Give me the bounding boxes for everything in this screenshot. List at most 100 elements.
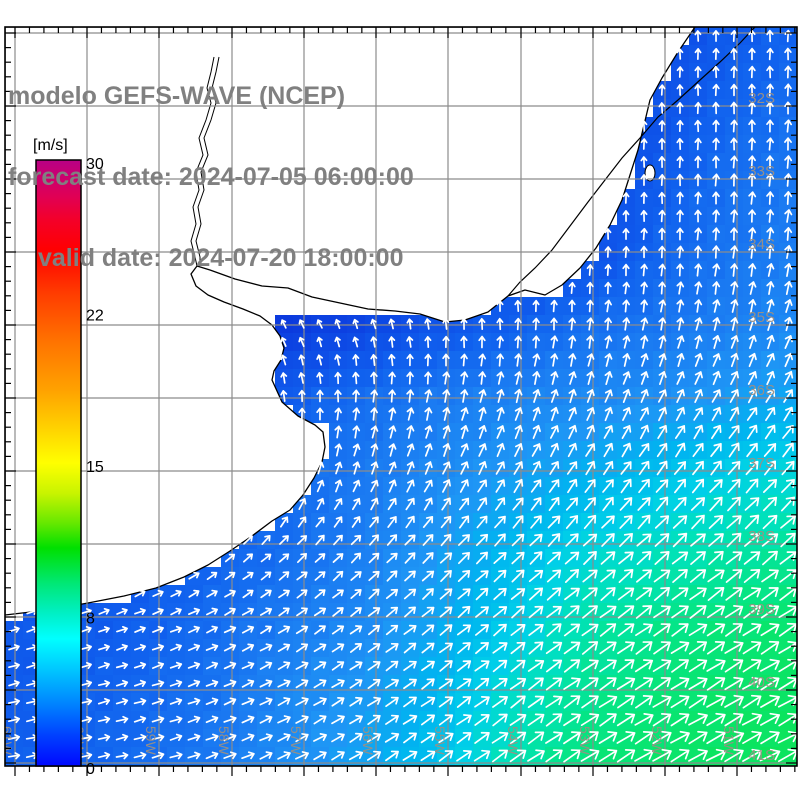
wind-arrow xyxy=(564,551,580,565)
wind-arrow xyxy=(457,588,471,600)
wind-arrow xyxy=(585,460,596,476)
wind-arrow xyxy=(456,749,472,762)
wind-arrow xyxy=(527,695,545,709)
wind-arrow xyxy=(658,263,666,277)
wind-arrow xyxy=(528,587,544,601)
wind-arrow xyxy=(708,550,724,566)
wind-arrow xyxy=(511,533,525,547)
wind-arrow xyxy=(581,695,599,709)
wind-arrow xyxy=(456,624,472,636)
wind-arrow xyxy=(370,318,377,330)
wind-arrow xyxy=(62,770,74,778)
wind-arrow xyxy=(622,192,630,204)
wind-arrow xyxy=(206,625,218,634)
wind-arrow xyxy=(599,677,617,691)
wind-arrow xyxy=(115,662,129,670)
wind-arrow xyxy=(712,119,720,133)
wind-arrow xyxy=(493,552,507,564)
wind-arrow xyxy=(694,191,702,205)
wind-arrow xyxy=(748,263,757,277)
wind-arrow xyxy=(404,570,416,582)
wind-arrow xyxy=(79,679,93,688)
wind-arrow xyxy=(333,534,343,546)
wind-arrow xyxy=(599,623,617,637)
wind-arrow xyxy=(724,712,744,727)
wind-arrow xyxy=(424,389,433,403)
wind-arrow xyxy=(688,748,708,762)
wind-arrow xyxy=(97,697,111,705)
wind-arrow xyxy=(421,606,435,618)
wind-arrow xyxy=(784,47,792,61)
wind-arrow xyxy=(80,661,92,670)
wind-arrow xyxy=(676,48,684,60)
wind-arrow xyxy=(349,714,363,725)
wind-arrow xyxy=(241,715,255,724)
wind-arrow xyxy=(563,623,581,637)
wind-arrow xyxy=(748,227,757,241)
wind-arrow xyxy=(296,589,308,599)
wind-arrow xyxy=(706,712,726,727)
wind-arrow xyxy=(581,623,599,637)
wind-arrow xyxy=(532,371,541,385)
wind-arrow xyxy=(621,442,632,458)
wind-arrow xyxy=(616,731,636,744)
wind-arrow xyxy=(223,697,237,706)
wind-arrow xyxy=(748,209,756,223)
wind-arrow xyxy=(622,371,631,385)
wind-arrow xyxy=(134,589,146,598)
wind-arrow xyxy=(423,497,433,511)
wind-arrow xyxy=(640,335,649,349)
wind-arrow xyxy=(331,750,345,761)
wind-arrow xyxy=(334,443,343,457)
wind-arrow xyxy=(424,371,432,385)
wind-arrow xyxy=(115,751,129,760)
wind-arrow xyxy=(673,461,687,475)
wind-arrow xyxy=(352,318,359,330)
wind-arrow xyxy=(241,661,255,670)
wind-arrow xyxy=(369,516,379,528)
wind-arrow xyxy=(420,732,436,744)
wind-arrow xyxy=(187,679,201,688)
wind-arrow xyxy=(473,749,491,762)
wind-arrow xyxy=(224,607,236,616)
wind-arrow xyxy=(617,641,635,655)
wind-arrow xyxy=(370,461,379,475)
wind-arrow xyxy=(582,605,598,619)
wind-arrow xyxy=(295,661,309,670)
wind-arrow xyxy=(404,606,416,618)
wind-arrow xyxy=(98,643,110,652)
wind-arrow xyxy=(478,406,487,422)
wind-arrow xyxy=(622,210,630,222)
wind-arrow xyxy=(586,353,595,367)
wind-arrow xyxy=(692,460,704,476)
wind-arrow xyxy=(370,389,379,403)
wind-arrow xyxy=(385,660,399,672)
wind-arrow xyxy=(367,607,381,617)
wind-arrow xyxy=(694,66,702,78)
wind-arrow xyxy=(580,713,600,727)
wind-arrow xyxy=(640,227,648,241)
wind-arrow xyxy=(492,749,508,763)
wind-arrow xyxy=(748,137,756,151)
wind-arrow xyxy=(134,625,146,633)
wind-arrow xyxy=(748,83,756,97)
wind-arrow xyxy=(780,515,796,529)
wind-arrow xyxy=(242,571,254,580)
wind-arrow xyxy=(368,552,380,564)
wind-arrow xyxy=(152,625,164,633)
wind-arrow xyxy=(639,407,650,421)
wind-arrow xyxy=(711,424,722,440)
wind-arrow xyxy=(424,353,432,367)
wind-arrow xyxy=(531,443,542,457)
colorbar-tick-label: 0 xyxy=(86,761,95,778)
wind-arrow xyxy=(460,335,468,349)
wind-arrow xyxy=(579,764,601,784)
wind-arrow xyxy=(582,533,598,547)
wind-arrow xyxy=(314,625,326,635)
wind-arrow xyxy=(748,155,756,169)
wind-arrow xyxy=(295,733,309,743)
wind-arrow xyxy=(564,605,580,619)
wind-arrow xyxy=(314,571,326,581)
wind-arrow xyxy=(640,389,649,403)
wind-arrow xyxy=(528,641,544,655)
